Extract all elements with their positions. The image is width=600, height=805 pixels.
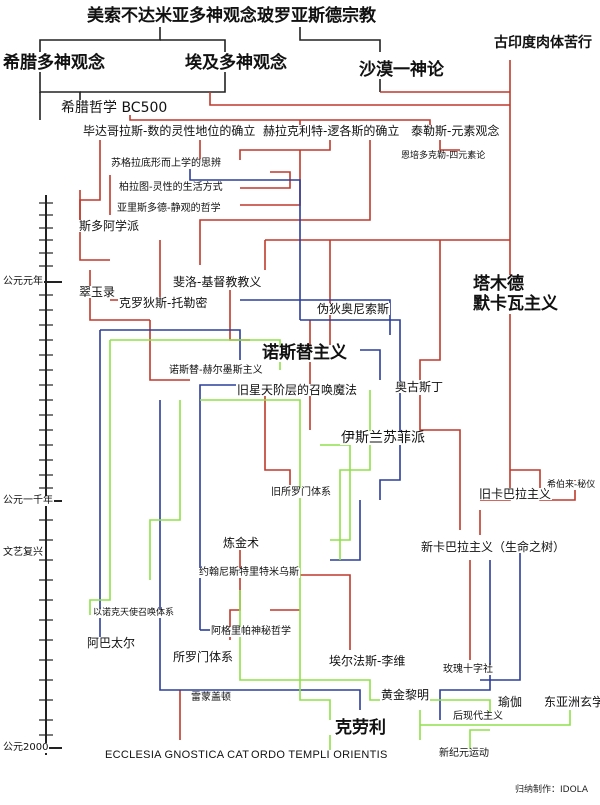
node-east-asian-mysticism: 东亚洲玄学: [543, 696, 600, 708]
node-egypt-polytheism: 埃及多神观念: [184, 53, 288, 73]
node-philo: 斐洛-基督教教义: [172, 275, 263, 289]
node-new-kabbalah: 新卡巴拉主义（生命之树）: [420, 540, 567, 554]
node-ptolemy: 克罗狄斯-托勒密: [118, 296, 209, 310]
node-socrates: 苏格拉底形而上学的思辨: [110, 158, 222, 169]
node-greek-philosophy: 希腊哲学 BC500: [60, 100, 169, 116]
red-connectors: [79, 60, 576, 740]
node-solomonic-system: 所罗门体系: [172, 650, 235, 664]
node-crowley: 克劳利: [334, 718, 387, 738]
node-zoroastrianism: 玻罗亚斯德宗教: [256, 6, 377, 26]
node-old-solomonic: 旧所罗门体系: [270, 487, 332, 498]
timeline-label-ad-1: 公元元年: [2, 276, 44, 287]
node-hermetic-gnosticism: 诺斯替-赫尔墨斯主义: [168, 365, 264, 376]
node-greek-polytheism: 希腊多神观念: [2, 53, 106, 73]
timeline-ticks: [39, 202, 53, 736]
node-stoicism: 斯多阿学派: [78, 219, 141, 233]
node-talmud-kabbalah: 塔木德 默卡瓦主义: [472, 274, 559, 315]
node-heraclitus: 赫拉克利特-逻各斯的确立: [262, 124, 401, 138]
node-ordo-templi-orientis: ORDO TEMPLI ORIENTIS: [250, 749, 389, 761]
node-pythagoras: 毕达哥拉斯-数的灵性地位的确立: [82, 124, 257, 138]
timeline-label-ad-2000: 公元2000: [2, 742, 50, 753]
blue-connectors: [99, 165, 521, 720]
node-sufism: 伊斯兰苏菲派: [340, 430, 426, 446]
timeline-label-renaissance: 文艺复兴: [2, 547, 44, 558]
node-hebrew-mystery: 希伯来-秘仪: [546, 480, 597, 490]
timeline-label-ad-1000: 公元一千年: [2, 495, 54, 506]
node-trithemius: 约翰尼斯特里特米乌斯: [198, 567, 300, 578]
node-postmodernism: 后现代主义: [452, 711, 504, 722]
node-old-kabbalah: 旧卡巴拉主义: [478, 487, 553, 501]
node-pseudo-dionysius: 伪狄奥尼索斯: [316, 302, 391, 316]
node-old-astral-magic: 旧星天阶层的召唤魔法: [236, 383, 359, 397]
dark-connectors: [39, 27, 381, 120]
node-aristotle: 亚里斯多德-静观的哲学: [116, 203, 222, 214]
node-new-age: 新纪元运动: [438, 748, 490, 759]
node-abramelin: 阿巴太尔: [86, 636, 137, 650]
node-plato: 柏拉图-灵性的生活方式: [118, 182, 224, 193]
node-alchemy: 炼金术: [222, 536, 261, 550]
node-emerald-tablet: 翠玉录: [78, 285, 117, 299]
node-rosicrucian: 玫瑰十字社: [442, 664, 494, 675]
node-ecclesia-gnostica: ECCLESIA GNOSTICA CATHOLCA: [104, 749, 290, 761]
author-credit: 归纳制作：IDOLA: [514, 785, 590, 795]
node-enochian: 以诺克天使召唤体系: [92, 608, 176, 618]
node-yoga: 瑜伽: [497, 695, 524, 709]
node-desert-monotheism: 沙漠一神论: [358, 60, 445, 80]
node-golden-dawn: 黄金黎明: [380, 688, 431, 702]
node-gnosticism: 诺斯替主义: [261, 343, 348, 363]
node-mesopotamia-polytheism: 美索不达米亚多神观念: [86, 6, 258, 26]
node-agrippa: 阿格里帕神秘哲学: [210, 626, 292, 637]
node-empedocles: 恩培多克勒-四元素论: [400, 151, 487, 161]
node-thales: 泰勒斯-元素观念: [410, 124, 501, 138]
node-goetia: 雷蒙盖顿: [190, 692, 232, 703]
node-augustine: 奥古斯丁: [394, 380, 445, 394]
node-ancient-india-asceticism: 古印度肉体苦行: [493, 35, 593, 51]
node-eliphas-levi: 埃尔法斯-李维: [328, 654, 407, 668]
